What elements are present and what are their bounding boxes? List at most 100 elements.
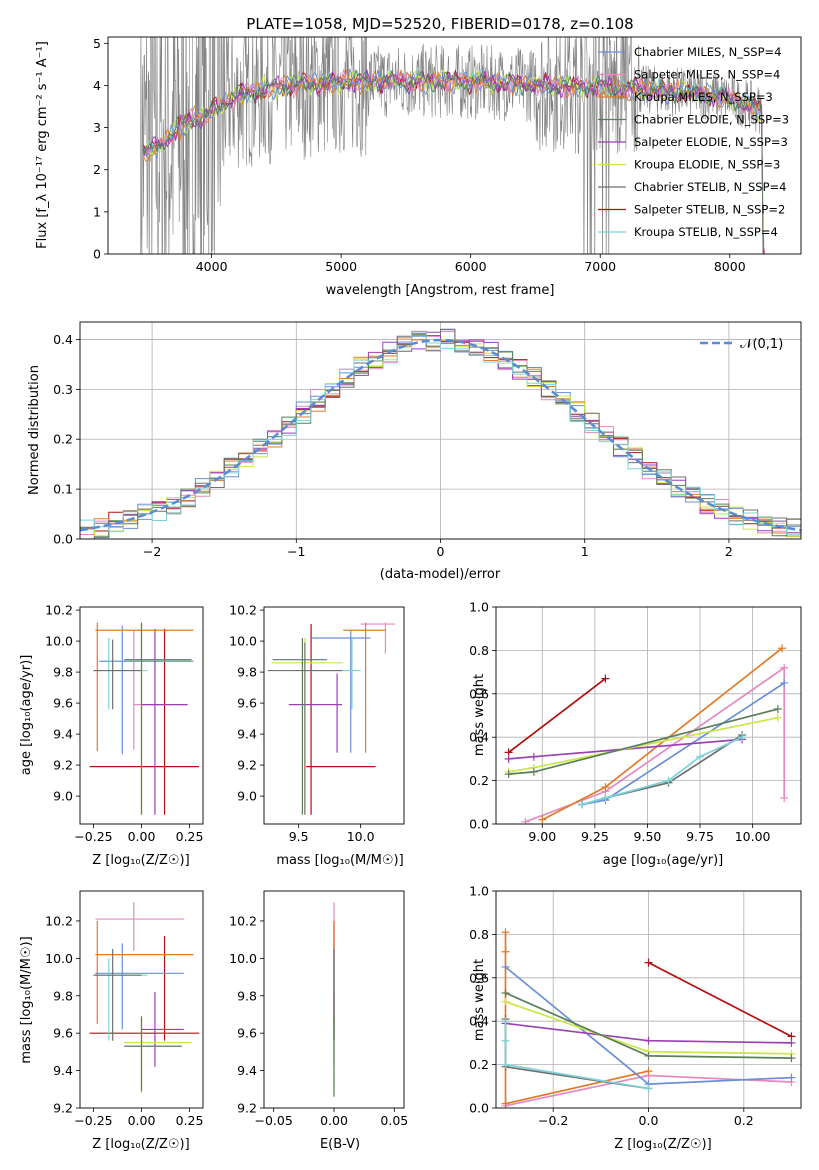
errorbar-point: [360, 622, 396, 654]
y-tick-label: 0: [93, 247, 101, 262]
errorbar-point: [306, 624, 376, 815]
weight-line: [508, 716, 779, 773]
histogram-step: [80, 331, 801, 538]
weight-marker: [738, 733, 747, 742]
y-tick-label: 9.0: [237, 789, 257, 804]
y-tick-label: 0.8: [469, 643, 489, 658]
weight-marker: [504, 770, 513, 779]
y-tick-label: 2: [93, 162, 101, 177]
y-tick-label: 10.0: [229, 634, 257, 649]
y-tick-label: 9.2: [53, 1101, 73, 1116]
errorbar-point: [124, 622, 192, 815]
errorbar-point: [93, 638, 148, 710]
errorbar-point: [288, 673, 343, 753]
y-tick-label: 0.3: [53, 382, 73, 397]
axes-age-vs-mass: 9.5 10.0 9.0 9.2 9.4 9.6 9.8 10.0 10.2 mass [log₁…: [229, 603, 405, 868]
y-tick-label: 9.4: [237, 1063, 257, 1078]
axes-spectrum: 4000 5000 6000 7000 8000 0 1 2 3 4 5 wavelength [An…: [35, 36, 802, 298]
y-tick-label: 1.0: [469, 884, 489, 899]
errorbar-point: [141, 992, 184, 1067]
y-tick-label: 10.0: [45, 951, 73, 966]
legend-entry: Salpeter ELODIE, N_SSP=3: [634, 135, 788, 149]
y-tick-label: 0.6: [469, 686, 489, 701]
x-axis-label: E(B-V): [320, 1137, 360, 1152]
plot-area: [504, 644, 789, 824]
y-tick-label: 9.8: [53, 665, 73, 680]
y-tick-label: 10.2: [229, 603, 257, 618]
weight-marker: [501, 1060, 510, 1069]
histogram-step: [80, 328, 801, 528]
axes-frame: [495, 890, 802, 1109]
spectrum-model-line: [142, 67, 764, 254]
y-tick-label: 9.4: [53, 727, 73, 742]
axes-frame: [79, 890, 204, 1109]
y-tick-label: 9.0: [53, 789, 73, 804]
y-tick-label: 0.0: [469, 1101, 489, 1116]
y-tick-label: 1: [93, 204, 101, 219]
errorbar-point: [93, 958, 148, 1041]
x-tick-label: 9.50: [634, 829, 662, 844]
weight-marker: [644, 1067, 653, 1076]
x-axis-label: (data-model)/error: [380, 567, 501, 582]
errorbar-point: [304, 638, 361, 710]
weight-marker: [601, 793, 610, 802]
weight-line: [508, 677, 606, 754]
y-tick-label: 5: [93, 36, 101, 51]
axes-weight-vs-age: 9.00 9.25 9.50 9.75 10.00 0.0 0.2 0.4 0.6 0.8 1.0 a…: [469, 600, 802, 868]
plot-area: [267, 622, 396, 815]
x-tick-label: 10.00: [735, 829, 771, 844]
y-tick-label: 0.0: [469, 817, 489, 832]
x-tick-label: 0.00: [128, 829, 156, 844]
weight-line: [581, 736, 743, 806]
axes-frame: [263, 606, 405, 825]
x-axis-label: Z [log₁₀(Z/Z☉)]: [92, 1137, 189, 1152]
y-tick-label: 9.8: [237, 988, 257, 1003]
weight-line: [504, 1021, 649, 1090]
errorbar-point: [271, 638, 344, 815]
x-tick-label: 0.00: [128, 1113, 156, 1128]
x-tick-label: 0.00: [320, 1113, 348, 1128]
y-tick-label: 10.0: [45, 634, 73, 649]
weight-marker: [664, 776, 673, 785]
y-tick-label: 10.2: [45, 603, 73, 618]
y-tick-label: 9.4: [237, 727, 257, 742]
spectrum-model-line: [142, 69, 765, 254]
errorbar-point: [343, 622, 386, 753]
weight-marker: [696, 752, 705, 761]
weight-marker: [780, 678, 789, 687]
weight-line: [541, 647, 783, 821]
errorbar-point: [95, 943, 184, 1030]
y-axis-label: Normed distribution: [27, 365, 42, 495]
y-tick-label: 0.8: [469, 927, 489, 942]
y-tick-label: 9.2: [237, 1101, 257, 1116]
weight-marker: [780, 663, 789, 672]
histogram-step: [80, 331, 801, 535]
legend-entry: Chabrier MILES, N_SSP=4: [634, 45, 781, 59]
plots-layer: 4000 5000 6000 7000 8000 0 1 2 3 4 5 wavelength [An…: [19, 36, 802, 1152]
spectrum-model-line: [142, 69, 764, 254]
x-tick-label: 0.25: [176, 1113, 204, 1128]
legend: Chabrier MILES, N_SSP=4 Salpeter MILES, N…: [598, 45, 789, 239]
plot-area: [89, 622, 200, 815]
axes-frame: [495, 606, 802, 825]
x-tick-label: 9.5: [289, 829, 309, 844]
x-axis-label: age [log₁₀(age/yr)]: [603, 853, 724, 868]
errorbar-point: [95, 902, 184, 951]
errorbar-point: [95, 920, 194, 1024]
weight-marker: [501, 1036, 510, 1045]
y-tick-label: 9.8: [53, 988, 73, 1003]
x-tick-label: 9.00: [528, 829, 556, 844]
legend-entry: Chabrier ELODIE, N_SSP=3: [634, 113, 789, 127]
weight-marker: [521, 817, 530, 824]
x-axis-label: mass [log₁₀(M/M☉)]: [276, 853, 403, 868]
errorbar-point: [89, 935, 200, 1041]
spectrum-data-line: [140, 37, 765, 254]
axes-residuals: −2 −1 0 1 2 0.0 0.1 0.2 0.3 0.4 (data-model)/error…: [27, 321, 802, 582]
x-tick-label: 0.05: [380, 1113, 408, 1128]
y-tick-label: 0.0: [53, 532, 73, 547]
weight-marker: [538, 815, 547, 824]
axes-weight-vs-Z: −0.2 0.0 0.2 0.0 0.2 0.4 0.6 0.8 1.0 Z [log₁₀(Z/Z…: [469, 884, 802, 1152]
x-tick-label: −0.2: [538, 1113, 568, 1128]
weight-marker: [501, 1099, 510, 1108]
y-tick-label: 0.1: [53, 482, 73, 497]
